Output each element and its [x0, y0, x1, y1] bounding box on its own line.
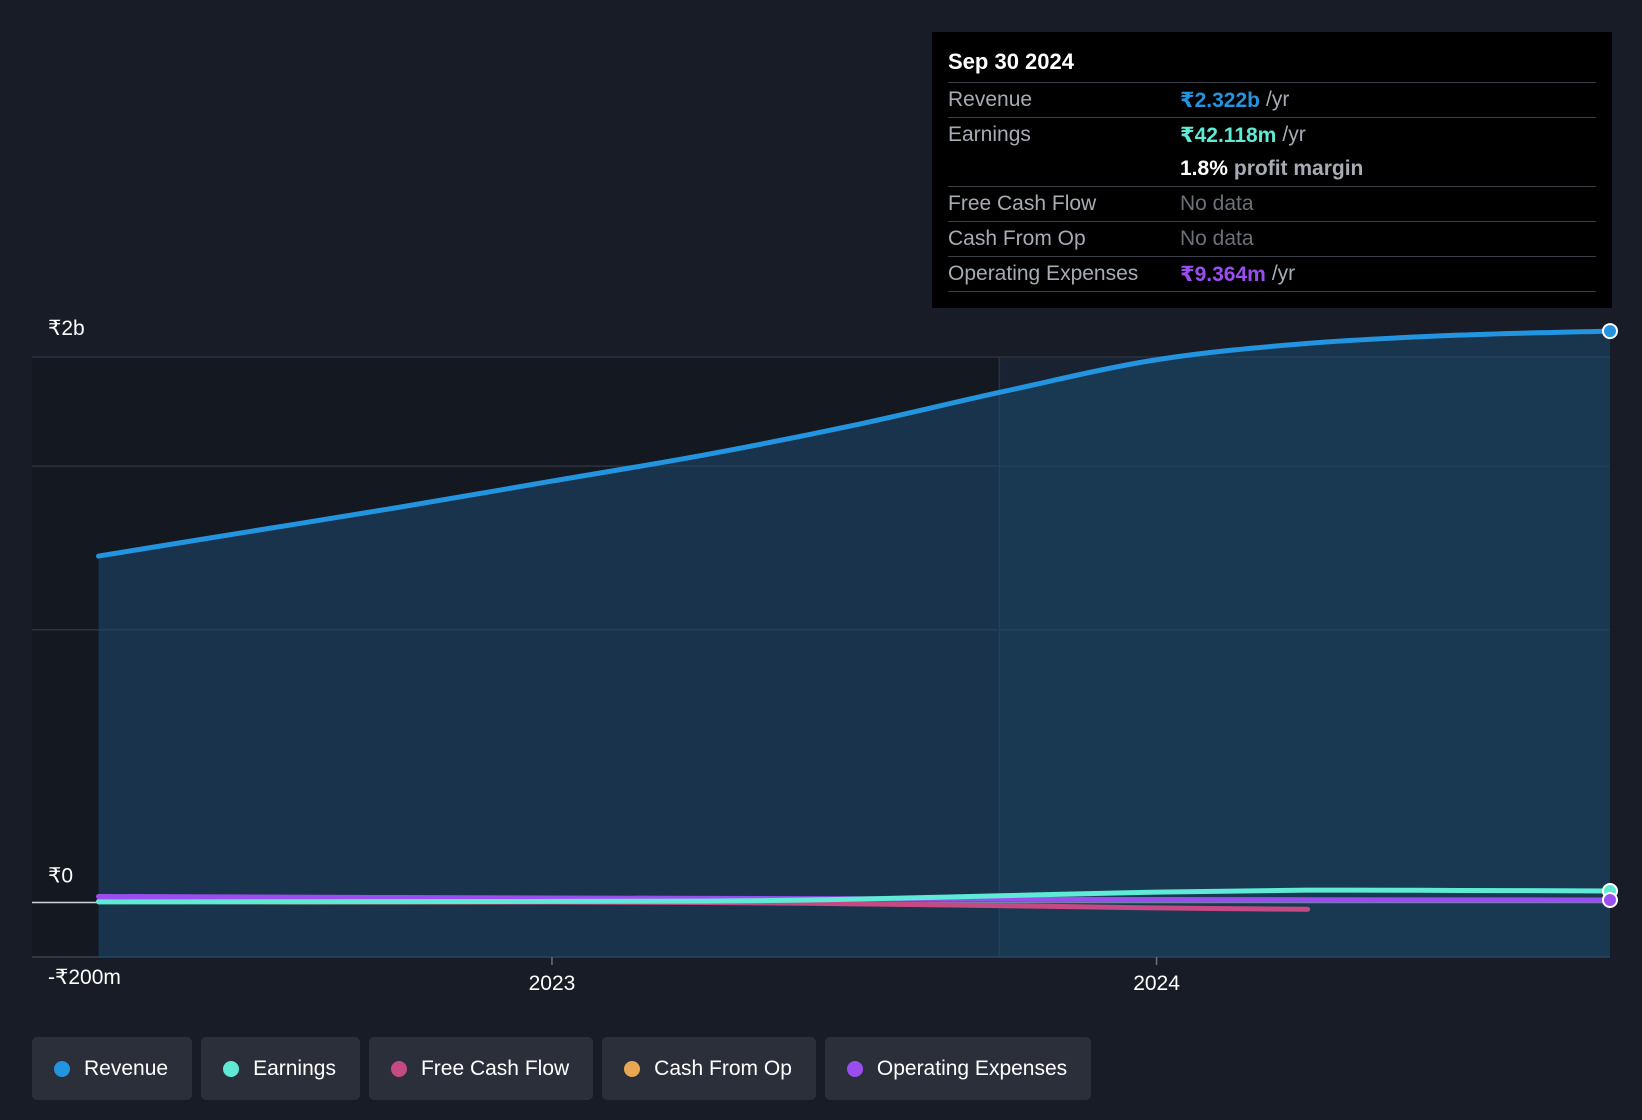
legend-dot-icon — [54, 1060, 70, 1077]
tooltip-value: No data — [1180, 192, 1254, 215]
legend-item-cash-from-op[interactable]: Cash From Op — [602, 1037, 816, 1100]
tooltip-value: No data — [1180, 227, 1254, 250]
legend-dot-icon — [390, 1060, 407, 1077]
tooltip-value: ₹42.118m — [1180, 123, 1277, 147]
legend-label: Revenue — [84, 1056, 169, 1080]
tooltip-unit: /yr — [1282, 123, 1306, 146]
legend: Revenue Earnings Free Cash Flow Cash Fro… — [32, 1037, 1092, 1100]
tooltip: Sep 30 2024 Revenue ₹2.322b /yr Earnings… — [932, 32, 1612, 308]
tooltip-row-fcf: Free Cash Flow No data — [948, 186, 1596, 221]
tooltip-row-cfo: Cash From Op No data — [948, 221, 1596, 256]
tooltip-row-revenue: Revenue ₹2.322b /yr — [948, 82, 1596, 117]
y-tick-label: -₹200m — [48, 966, 121, 989]
tooltip-divider — [948, 291, 1596, 292]
tooltip-value: ₹9.364m — [1180, 262, 1266, 286]
x-tick-label: 2024 — [1133, 972, 1180, 995]
legend-dot-icon — [846, 1060, 863, 1077]
legend-label: Free Cash Flow — [420, 1056, 570, 1080]
tooltip-row-margin: 1.8% profit margin — [948, 152, 1596, 186]
x-tick-label: 2023 — [529, 972, 576, 995]
tooltip-unit: /yr — [1271, 262, 1296, 285]
legend-item-earnings[interactable]: Earnings — [201, 1037, 360, 1100]
tooltip-label: Cash From Op — [948, 227, 1086, 250]
tooltip-margin-value: 1.8% — [1180, 157, 1228, 180]
series-line-revenue — [96, 328, 1613, 559]
legend-dot-icon — [223, 1060, 240, 1077]
series-line-earnings — [96, 887, 1613, 905]
legend-label: Cash From Op — [654, 1056, 792, 1080]
legend-label: Earnings — [253, 1056, 336, 1080]
tooltip-row-opex: Operating Expenses ₹9.364m /yr — [948, 256, 1596, 291]
series-area-revenue — [98, 331, 1611, 957]
tooltip-value: ₹2.322b — [1180, 88, 1260, 112]
legend-dot-icon — [624, 1060, 641, 1077]
y-tick-label: ₹2b — [48, 317, 85, 340]
legend-item-operating-expenses[interactable]: Operating Expenses — [824, 1037, 1092, 1100]
tooltip-date: Sep 30 2024 — [948, 49, 1074, 74]
tooltip-label: Revenue — [948, 88, 1033, 111]
tooltip-label: Operating Expenses — [948, 262, 1139, 285]
legend-label: Operating Expenses — [876, 1056, 1068, 1080]
end-marker-operating-expenses — [1602, 892, 1618, 908]
tooltip-margin-text: profit margin — [1233, 157, 1364, 180]
tooltip-label: Earnings — [948, 123, 1031, 146]
tooltip-row-earnings: Earnings ₹42.118m /yr — [948, 117, 1596, 152]
y-tick-label: ₹0 — [48, 864, 73, 887]
legend-item-revenue[interactable]: Revenue — [32, 1037, 193, 1100]
end-marker-revenue — [1602, 323, 1618, 340]
tooltip-unit: /yr — [1266, 88, 1290, 111]
legend-item-free-cash-flow[interactable]: Free Cash Flow — [368, 1037, 594, 1100]
tooltip-label: Free Cash Flow — [948, 192, 1097, 215]
